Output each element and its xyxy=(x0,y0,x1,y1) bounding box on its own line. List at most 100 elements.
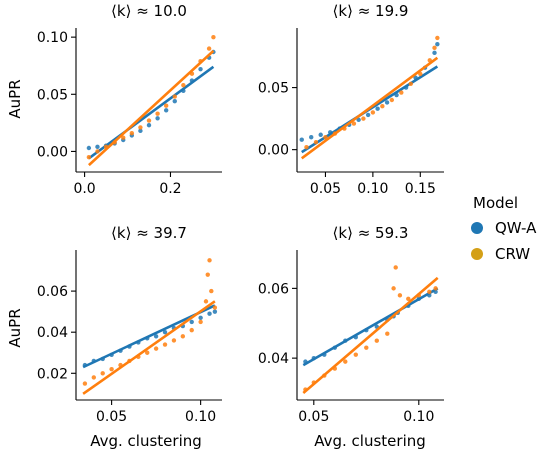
data-point xyxy=(95,149,100,154)
panel-1: ⟨k⟩ ≈ 10.0 0.0 0.2 0.00 0.05 0.10 xyxy=(37,2,222,197)
y-tick-label: 0.05 xyxy=(258,81,289,97)
legend-label-qw-a: QW-A xyxy=(495,219,537,237)
legend-label-crw: CRW xyxy=(495,245,530,263)
y-tick-label: 0.06 xyxy=(37,284,68,300)
data-point xyxy=(129,130,135,136)
x-tick-label: 0.10 xyxy=(357,181,388,197)
data-point xyxy=(318,132,323,137)
series-crw xyxy=(300,35,440,160)
data-point xyxy=(171,338,177,343)
data-point xyxy=(146,122,152,128)
data-point xyxy=(198,66,203,72)
legend-title: Model xyxy=(473,194,518,212)
data-point xyxy=(370,110,376,115)
data-point xyxy=(433,286,438,291)
y-tick-label: 0.00 xyxy=(37,144,68,160)
data-point xyxy=(408,81,414,87)
data-point xyxy=(304,144,309,150)
y-tick-label: 0.04 xyxy=(258,351,289,367)
data-point xyxy=(153,334,159,339)
data-point xyxy=(172,94,177,99)
data-point xyxy=(153,346,159,351)
data-point xyxy=(205,272,210,277)
data-point xyxy=(343,359,348,364)
y-tick-label: 0.00 xyxy=(258,143,289,159)
data-point xyxy=(432,45,437,51)
y-tick-label: 0.10 xyxy=(37,30,68,46)
y-tick-label: 0.02 xyxy=(37,366,68,382)
data-point xyxy=(203,299,209,304)
panel-2: ⟨k⟩ ≈ 19.9 0.05 0.10 0.15 0.00 0.05 xyxy=(258,2,444,197)
data-point xyxy=(435,41,440,47)
data-point xyxy=(162,329,168,335)
y-axis-label-top: AuPR xyxy=(6,79,24,118)
fit-line xyxy=(88,65,215,160)
series-qw-a xyxy=(302,287,439,367)
data-point xyxy=(163,103,169,108)
y-axis-label-bottom: AuPR xyxy=(6,308,24,347)
data-point xyxy=(155,111,160,116)
data-point xyxy=(100,371,105,376)
series-crw xyxy=(302,265,439,395)
panel-title: ⟨k⟩ ≈ 19.9 xyxy=(333,2,409,20)
data-point xyxy=(138,128,143,134)
data-point xyxy=(95,144,100,150)
x-tick-label: 0.2 xyxy=(159,181,181,197)
data-point xyxy=(86,154,92,160)
fit-line xyxy=(302,287,439,367)
data-point xyxy=(356,117,361,123)
data-point xyxy=(209,288,214,294)
data-point xyxy=(121,135,126,140)
data-point xyxy=(109,366,114,372)
x-tick-label: 0.10 xyxy=(403,409,434,425)
data-point xyxy=(145,350,150,355)
x-tick-label: 0.05 xyxy=(310,181,341,197)
data-point xyxy=(313,140,319,145)
data-point xyxy=(172,98,177,104)
panel-title: ⟨k⟩ ≈ 39.7 xyxy=(111,224,187,242)
panel-3: ⟨k⟩ ≈ 39.7 0.05 0.10 0.02 0.04 0.06 xyxy=(37,224,222,425)
data-point xyxy=(375,106,380,111)
data-point xyxy=(399,90,404,95)
x-tick-label: 0.0 xyxy=(73,181,95,197)
data-point xyxy=(351,121,357,126)
legend-marker-qw-a xyxy=(471,222,483,234)
data-point xyxy=(180,334,186,339)
data-point xyxy=(146,118,152,123)
data-point xyxy=(86,145,92,151)
data-point xyxy=(353,352,358,357)
panel-title: ⟨k⟩ ≈ 59.3 xyxy=(333,224,409,242)
data-point xyxy=(365,112,371,118)
data-point xyxy=(82,381,88,386)
data-point xyxy=(162,342,168,347)
data-point xyxy=(389,97,395,103)
series-qw-a xyxy=(299,41,440,154)
x-axis-label-right: Avg. clustering xyxy=(314,432,426,450)
series-crw xyxy=(82,258,218,395)
data-point xyxy=(397,293,403,298)
x-tick-label: 0.15 xyxy=(405,181,436,197)
x-tick-label: 0.05 xyxy=(298,409,329,425)
panels: ⟨k⟩ ≈ 10.0 0.0 0.2 0.00 0.05 0.10 ⟨k⟩ ≈ 19.9 0.… xyxy=(37,2,444,425)
series-crw xyxy=(86,34,216,167)
x-axis-label-left: Avg. clustering xyxy=(90,432,202,450)
data-point xyxy=(91,375,97,380)
data-point xyxy=(163,108,169,113)
data-point xyxy=(380,104,385,109)
data-point xyxy=(393,265,398,270)
x-tick-label: 0.05 xyxy=(96,409,127,425)
fit-line xyxy=(300,56,439,160)
data-point xyxy=(207,311,212,316)
data-point xyxy=(212,305,218,310)
y-tick-label: 0.04 xyxy=(37,325,68,341)
y-tick-label: 0.05 xyxy=(37,87,68,103)
fit-line xyxy=(82,300,216,395)
data-point xyxy=(309,135,314,140)
data-point xyxy=(384,100,390,105)
data-point xyxy=(212,309,218,314)
data-point xyxy=(207,258,212,263)
data-point xyxy=(189,327,194,333)
data-point xyxy=(435,35,440,41)
data-point xyxy=(189,319,194,325)
